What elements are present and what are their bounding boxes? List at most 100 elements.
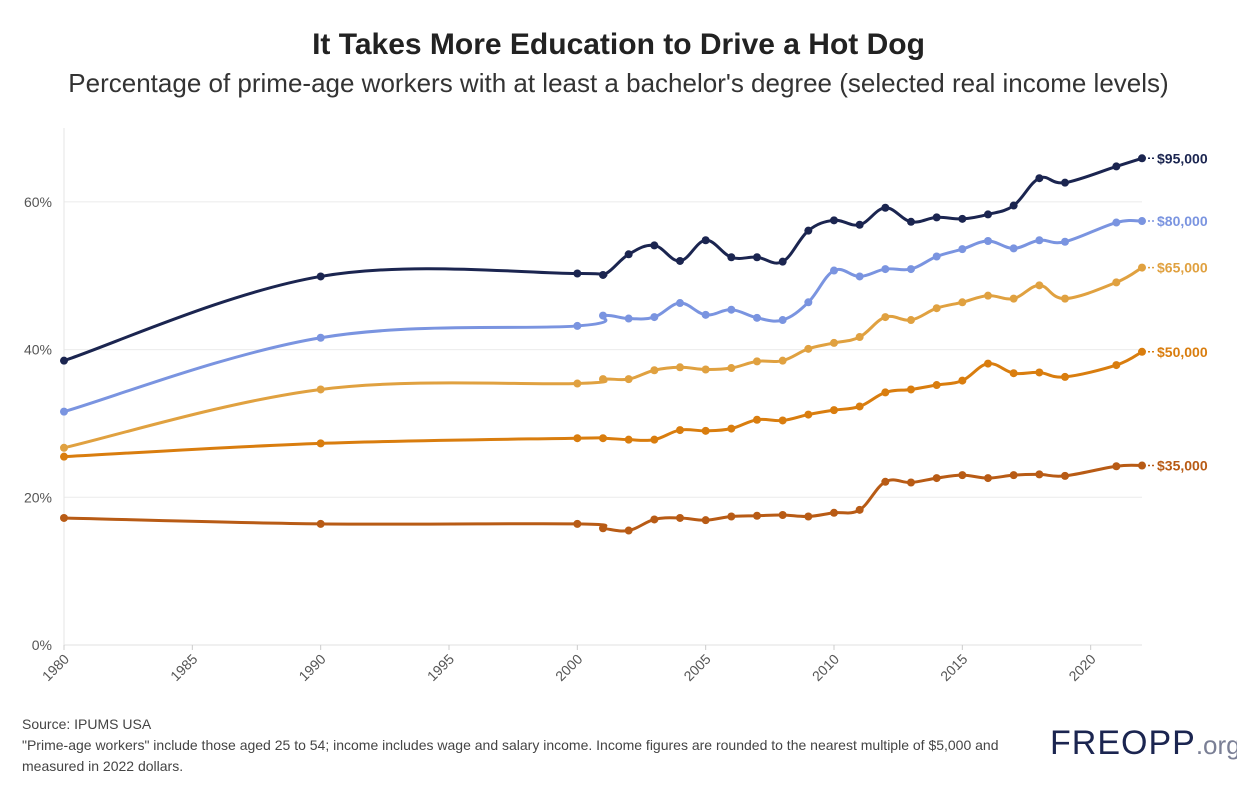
data-point [701,516,710,525]
logo-text-right: PP [1148,724,1196,762]
data-point [599,270,607,279]
data-point [881,203,890,212]
data-point [984,237,992,246]
data-point [830,216,838,225]
data-point [599,311,607,320]
x-tick-label: 1980 [39,651,72,684]
data-point [1009,294,1018,303]
data-point [1035,174,1044,183]
data-point [855,505,864,514]
x-tick-label: 2005 [680,651,713,684]
logo-text-left: FRE [1050,724,1121,762]
series-labels: $95,000 $80,000 $65,000 $50,000 $35,000 [1148,150,1208,474]
data-point [650,435,659,444]
series-line [62,266,1144,450]
chart-title: It Takes More Education to Drive a Hot D… [312,28,925,61]
data-point [984,291,992,300]
series-label: $95,000 [1157,150,1208,166]
series-line [62,463,1144,533]
data-point [830,266,838,275]
data-point [1112,162,1121,171]
data-point [932,381,941,390]
data-point [60,407,68,416]
data-point [830,406,838,415]
data-point [804,410,813,419]
x-tick-label: 2015 [937,651,970,684]
data-point [1112,462,1121,471]
chart-subtitle: Percentage of prime-age workers with at … [68,68,1169,98]
data-point [804,226,813,235]
data-point [727,424,736,433]
series-35000 [60,461,1146,535]
series-label: $35,000 [1157,458,1208,474]
data-point [778,416,787,425]
data-point [881,477,890,486]
data-point [624,435,633,444]
data-point [881,388,890,397]
grid-lines [64,201,1142,646]
data-point [650,241,659,250]
data-point [958,214,967,223]
data-point [932,304,941,313]
data-point [958,376,967,385]
data-point [1112,218,1121,227]
data-point [676,299,684,308]
data-point [624,250,633,259]
data-point [958,298,967,307]
series-95000 [60,154,1146,365]
data-point [932,474,941,483]
data-point [701,310,710,319]
data-point [1138,461,1146,470]
data-point [599,375,607,384]
data-point [727,253,736,262]
data-point [1035,236,1044,245]
data-point [727,512,736,521]
series-label: $65,000 [1157,260,1208,276]
data-point [907,217,915,226]
data-point [676,426,684,435]
series-label: $50,000 [1157,344,1208,360]
data-point [316,439,325,448]
data-point [778,257,787,266]
data-point [1112,278,1121,287]
data-point [984,474,992,483]
data-point [573,269,582,278]
data-point [1009,244,1018,253]
logo-suffix: .org [1195,730,1237,760]
data-point [573,519,582,528]
x-tick-label: 1995 [424,651,457,684]
data-point [753,357,761,366]
data-point [316,272,325,281]
data-point [1035,368,1044,377]
data-point [316,519,325,528]
data-point [1061,294,1069,303]
data-point [753,313,761,322]
data-point [907,478,915,487]
data-point [958,245,967,254]
data-point [753,415,761,424]
data-point [599,434,607,443]
y-tick-label: 20% [24,489,52,505]
axes: 0% 20% 40% 60% 1980 1985 1990 1995 2000 2005 2010 2… [24,128,1099,684]
data-point [1138,347,1146,356]
data-point [676,513,684,522]
source-note: Source: IPUMS USA [22,716,152,732]
data-point [1061,372,1069,381]
data-point [624,375,633,384]
y-tick-label: 0% [32,637,52,653]
series-50000 [60,347,1146,461]
data-point [650,313,659,322]
data-point [804,298,813,307]
data-point [727,364,736,373]
data-point [778,356,787,365]
data-point [1138,154,1146,163]
logo-mark: O [1121,724,1149,762]
data-point [624,526,633,535]
data-point [701,426,710,435]
x-tick-label: 2000 [552,651,585,684]
freeopp-logo[interactable]: FREOPP.org [1050,724,1237,763]
series-label: $80,000 [1157,213,1208,229]
data-point [804,512,813,521]
data-point [60,513,68,522]
data-point [881,313,890,322]
